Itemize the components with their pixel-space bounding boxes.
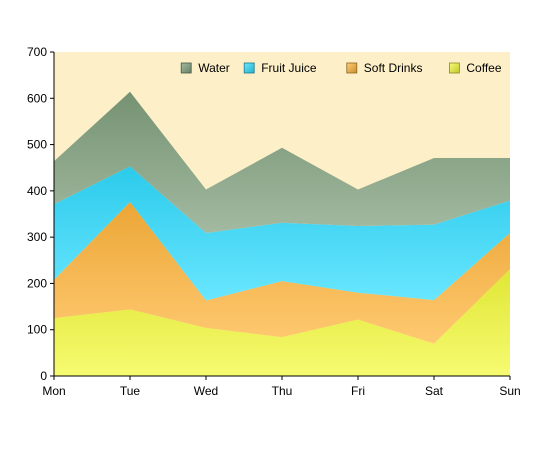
area-fruit-juice	[54, 166, 510, 301]
y-tick-label: 100	[27, 323, 47, 337]
area-coffee	[54, 269, 510, 376]
legend-item-soft-drinks: Soft Drinks	[346, 61, 423, 75]
legend-swatch	[243, 62, 255, 74]
legend-item-water: Water	[180, 61, 230, 75]
legend-label: Soft Drinks	[364, 61, 423, 75]
legend-label: Fruit Juice	[261, 61, 317, 75]
area-soft-drinks	[54, 201, 510, 344]
x-tick-label: Tue	[120, 384, 141, 398]
y-tick-label: 0	[40, 369, 47, 383]
legend-item-fruit-juice: Fruit Juice	[243, 61, 317, 75]
legend-label: Coffee	[466, 61, 501, 75]
series-areas	[54, 91, 510, 376]
y-tick-label: 200	[27, 276, 47, 290]
axes: 0 100 200 300 400 500 600 700 Mon Tue Wed Thu Fri Sat…	[27, 45, 521, 398]
legend: Water Fruit Juice Soft Drinks Coffee	[180, 61, 502, 75]
y-tick-label: 700	[27, 45, 47, 59]
legend-swatch	[448, 62, 460, 74]
y-tick-label: 400	[27, 184, 47, 198]
x-tick-label: Sat	[425, 384, 444, 398]
area-water	[54, 91, 510, 233]
legend-item-coffee: Coffee	[448, 61, 502, 75]
y-tick-label: 300	[27, 230, 47, 244]
x-tick-label: Fri	[351, 384, 365, 398]
x-tick-label: Wed	[194, 384, 218, 398]
x-tick-label: Mon	[42, 384, 65, 398]
y-tick-label: 600	[27, 91, 47, 105]
x-tick-label: Thu	[272, 384, 293, 398]
legend-label: Water	[198, 61, 230, 75]
legend-swatch	[346, 62, 358, 74]
y-tick-label: 500	[27, 138, 47, 152]
x-tick-label: Sun	[499, 384, 520, 398]
legend-swatch	[180, 62, 192, 74]
